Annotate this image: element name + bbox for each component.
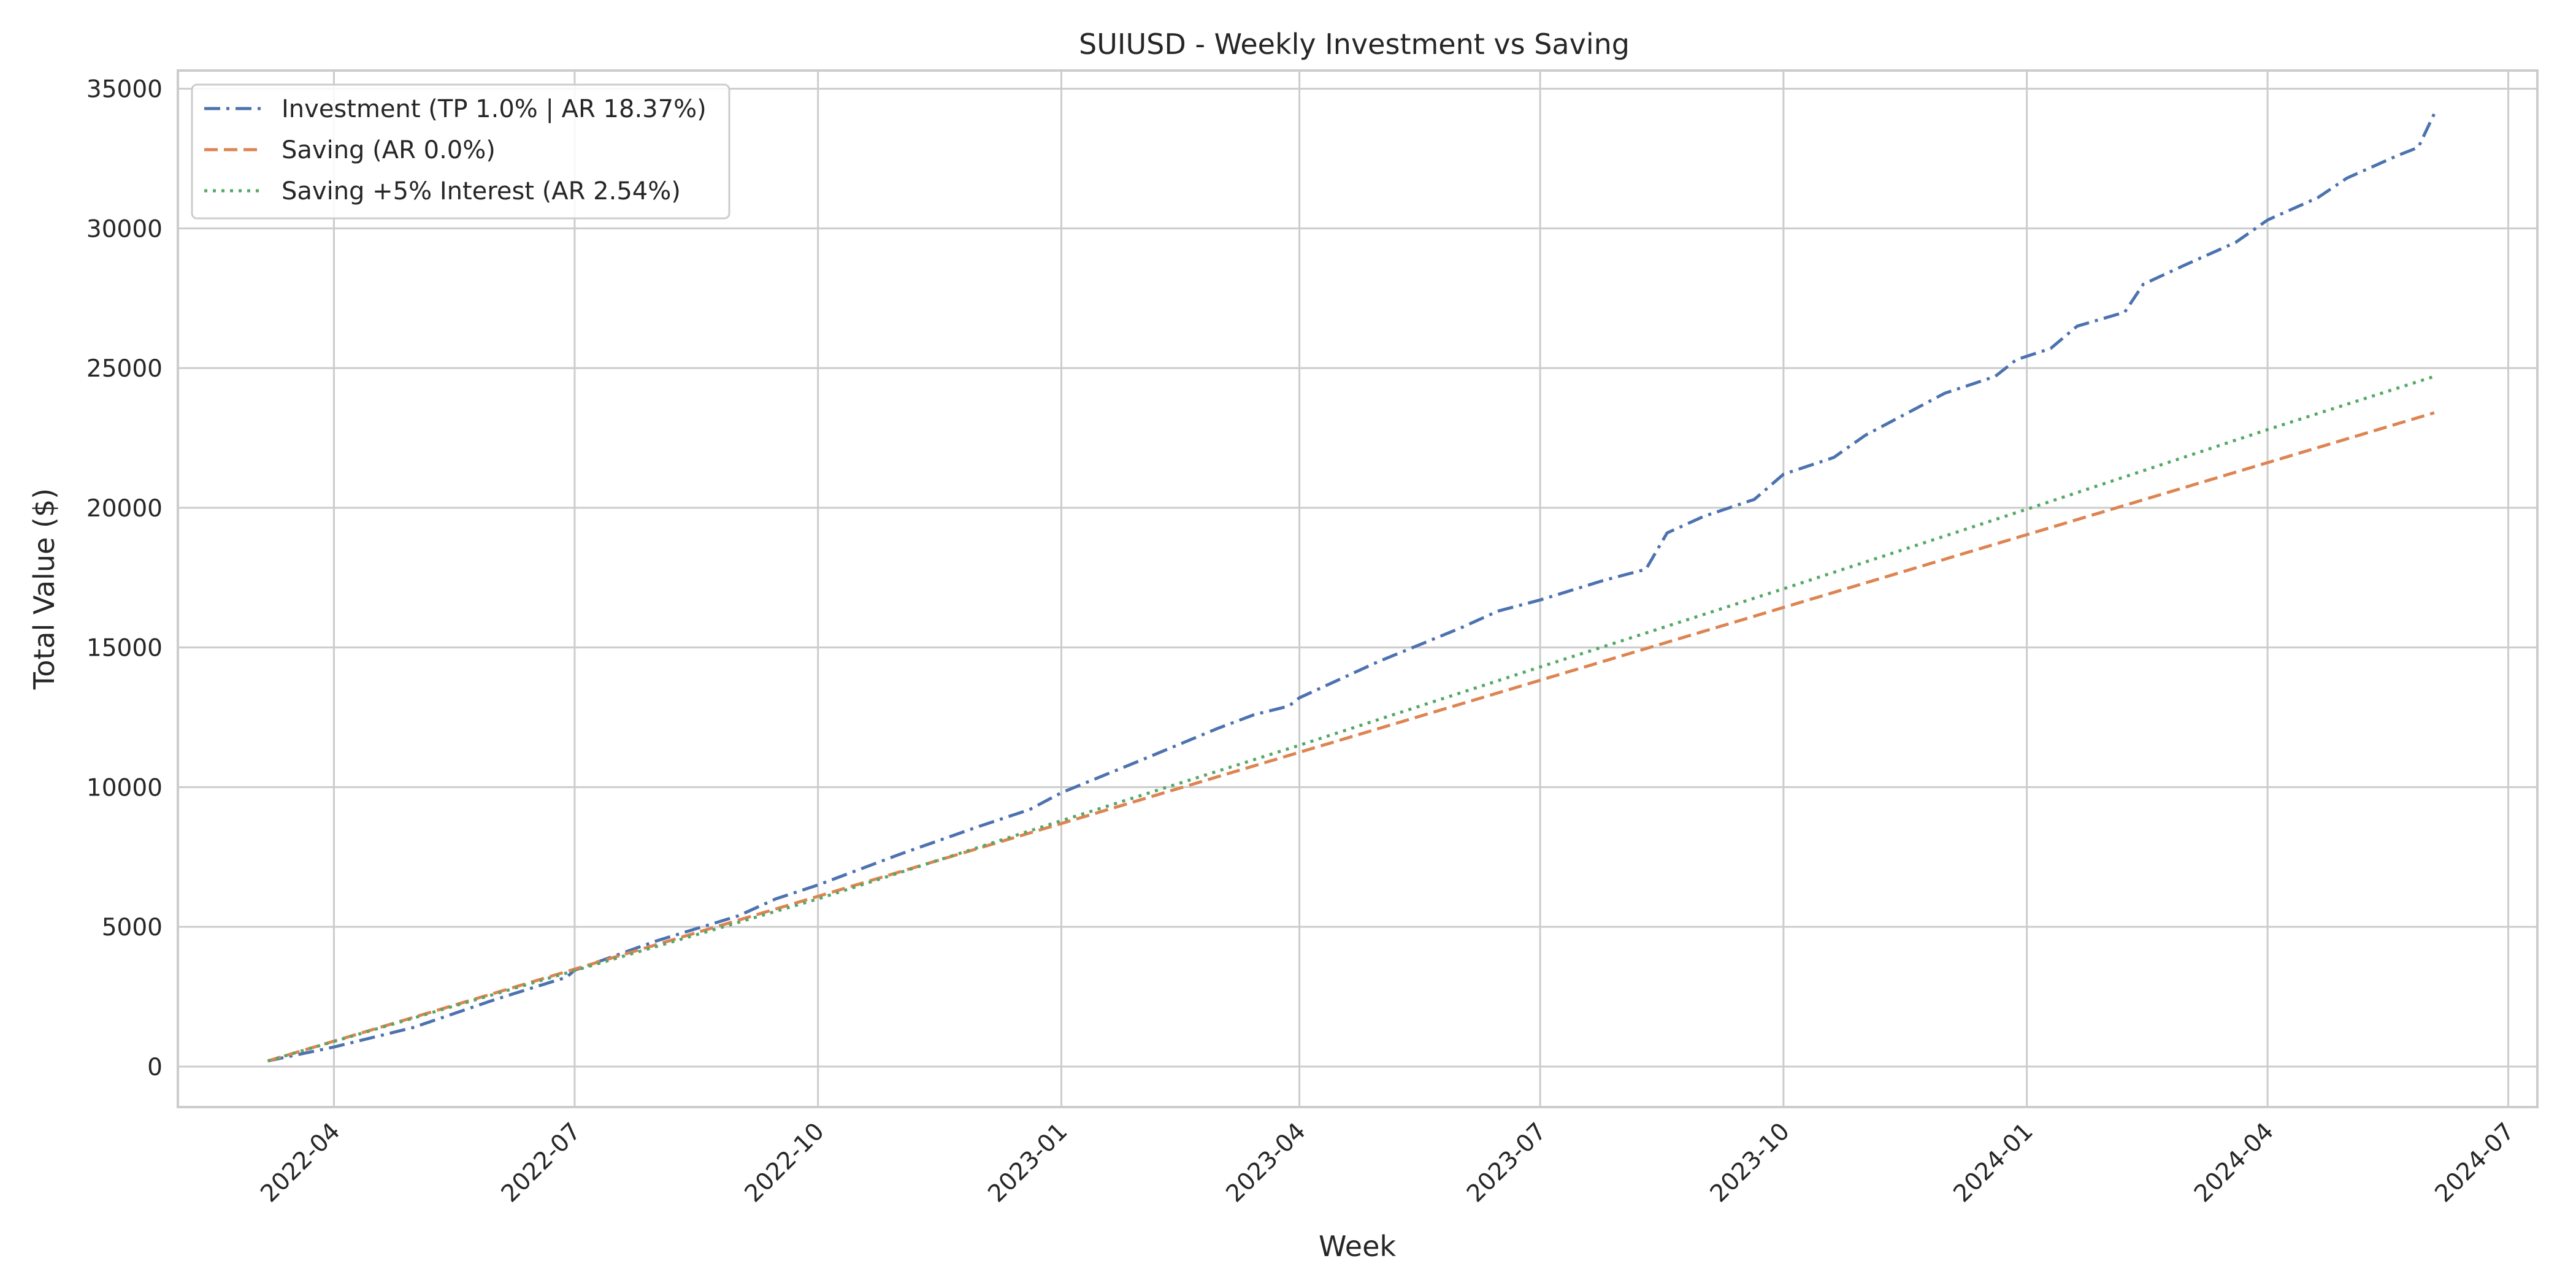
y-tick-label: 20000 [86, 495, 163, 523]
series-line-2 [267, 411, 2435, 1063]
series-line-3 [267, 375, 2435, 1063]
y-tick-label: 0 [147, 1054, 163, 1081]
x-tick-label: 2023-10 [1705, 1117, 1795, 1208]
legend: Investment (TP 1.0% | AR 18.37%) Saving (… [191, 83, 730, 220]
grid [178, 71, 2537, 1107]
plot-area [178, 71, 2537, 1107]
y-tick-label: 35000 [86, 76, 163, 104]
y-tick-label: 5000 [102, 914, 163, 941]
chart-title: SUIUSD - Weekly Investment vs Saving [1079, 28, 1630, 61]
x-tick-label: 2023-07 [1462, 1117, 1552, 1208]
x-tick-labels: 2022-04 2022-07 2022-10 2023-01 2023-04 2023-… [255, 1117, 2520, 1208]
x-tick-label: 2024-01 [1949, 1117, 2039, 1208]
series-layer [267, 113, 2436, 1063]
y-tick-label: 15000 [86, 635, 163, 662]
x-tick-label: 2023-04 [1221, 1117, 1311, 1208]
y-axis-label: Total Value ($) [28, 488, 61, 690]
plot-frame [177, 69, 2539, 1108]
y-tick-label: 25000 [86, 355, 163, 383]
legend-label-2: Saving (AR 0.0%) [282, 136, 496, 164]
legend-label-1: Investment (TP 1.0% | AR 18.37%) [282, 95, 707, 123]
x-tick-label: 2022-10 [740, 1117, 830, 1208]
y-tick-label: 10000 [86, 774, 163, 802]
y-tick-labels: 0 5000 10000 15000 20000 25000 30000 35000 [86, 76, 163, 1081]
x-tick-label: 2023-01 [983, 1117, 1073, 1208]
y-tick-label: 30000 [86, 215, 163, 243]
x-tick-label: 2024-07 [2430, 1117, 2520, 1208]
x-tick-label: 2024-04 [2189, 1117, 2279, 1208]
legend-box [191, 83, 730, 220]
x-tick-label: 2022-04 [255, 1117, 345, 1208]
legend-label-3: Saving +5% Interest (AR 2.54%) [282, 177, 681, 205]
series-line-1 [267, 113, 2436, 1063]
x-axis-label: Week [1319, 1230, 1396, 1263]
x-tick-label: 2022-07 [496, 1117, 586, 1208]
